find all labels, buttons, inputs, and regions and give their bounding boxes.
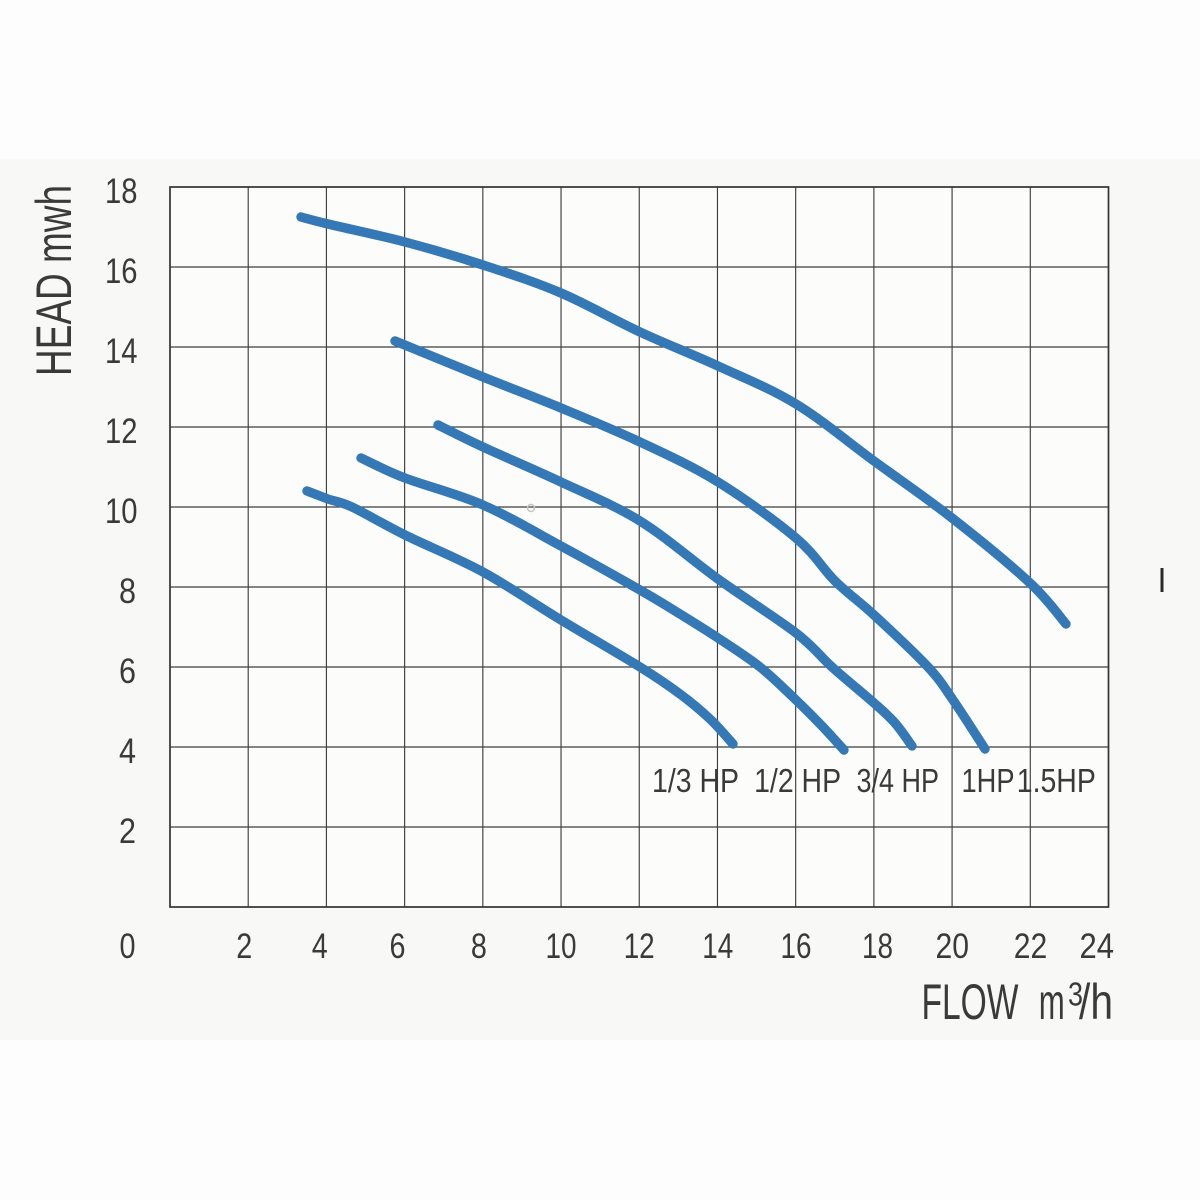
- svg-text:10: 10: [546, 927, 577, 966]
- svg-text:m: m: [1039, 974, 1065, 1030]
- svg-text:2: 2: [119, 812, 136, 851]
- svg-text:1HP: 1HP: [962, 762, 1015, 799]
- svg-text:4: 4: [312, 927, 328, 966]
- svg-text:12: 12: [624, 927, 655, 966]
- svg-text:1/2 HP: 1/2 HP: [754, 762, 841, 799]
- svg-text:14: 14: [702, 927, 733, 966]
- svg-text:16: 16: [105, 252, 138, 291]
- svg-text:10: 10: [105, 492, 138, 531]
- svg-text:24: 24: [1080, 927, 1115, 966]
- svg-text:18: 18: [862, 927, 893, 966]
- svg-text:4: 4: [119, 732, 136, 771]
- svg-text:20: 20: [936, 927, 970, 966]
- svg-text:1/3 HP: 1/3 HP: [652, 762, 739, 799]
- svg-text:3: 3: [1068, 975, 1083, 1012]
- svg-text:6: 6: [119, 652, 136, 691]
- svg-text:/h: /h: [1079, 974, 1113, 1030]
- svg-text:3/4 HP: 3/4 HP: [857, 762, 940, 799]
- svg-text:HEAD mwh: HEAD mwh: [26, 185, 82, 376]
- svg-text:18: 18: [105, 172, 138, 211]
- svg-text:2: 2: [236, 927, 252, 966]
- svg-text:8: 8: [119, 572, 136, 611]
- svg-text:12: 12: [105, 412, 138, 451]
- svg-text:16: 16: [781, 927, 812, 966]
- svg-text:FLOW: FLOW: [922, 974, 1020, 1030]
- svg-text:1.5HP: 1.5HP: [1017, 762, 1096, 799]
- svg-text:22: 22: [1014, 927, 1048, 966]
- svg-text:14: 14: [105, 332, 138, 371]
- svg-text:6: 6: [390, 927, 406, 966]
- svg-text:8: 8: [471, 927, 487, 966]
- svg-text:0: 0: [120, 927, 136, 966]
